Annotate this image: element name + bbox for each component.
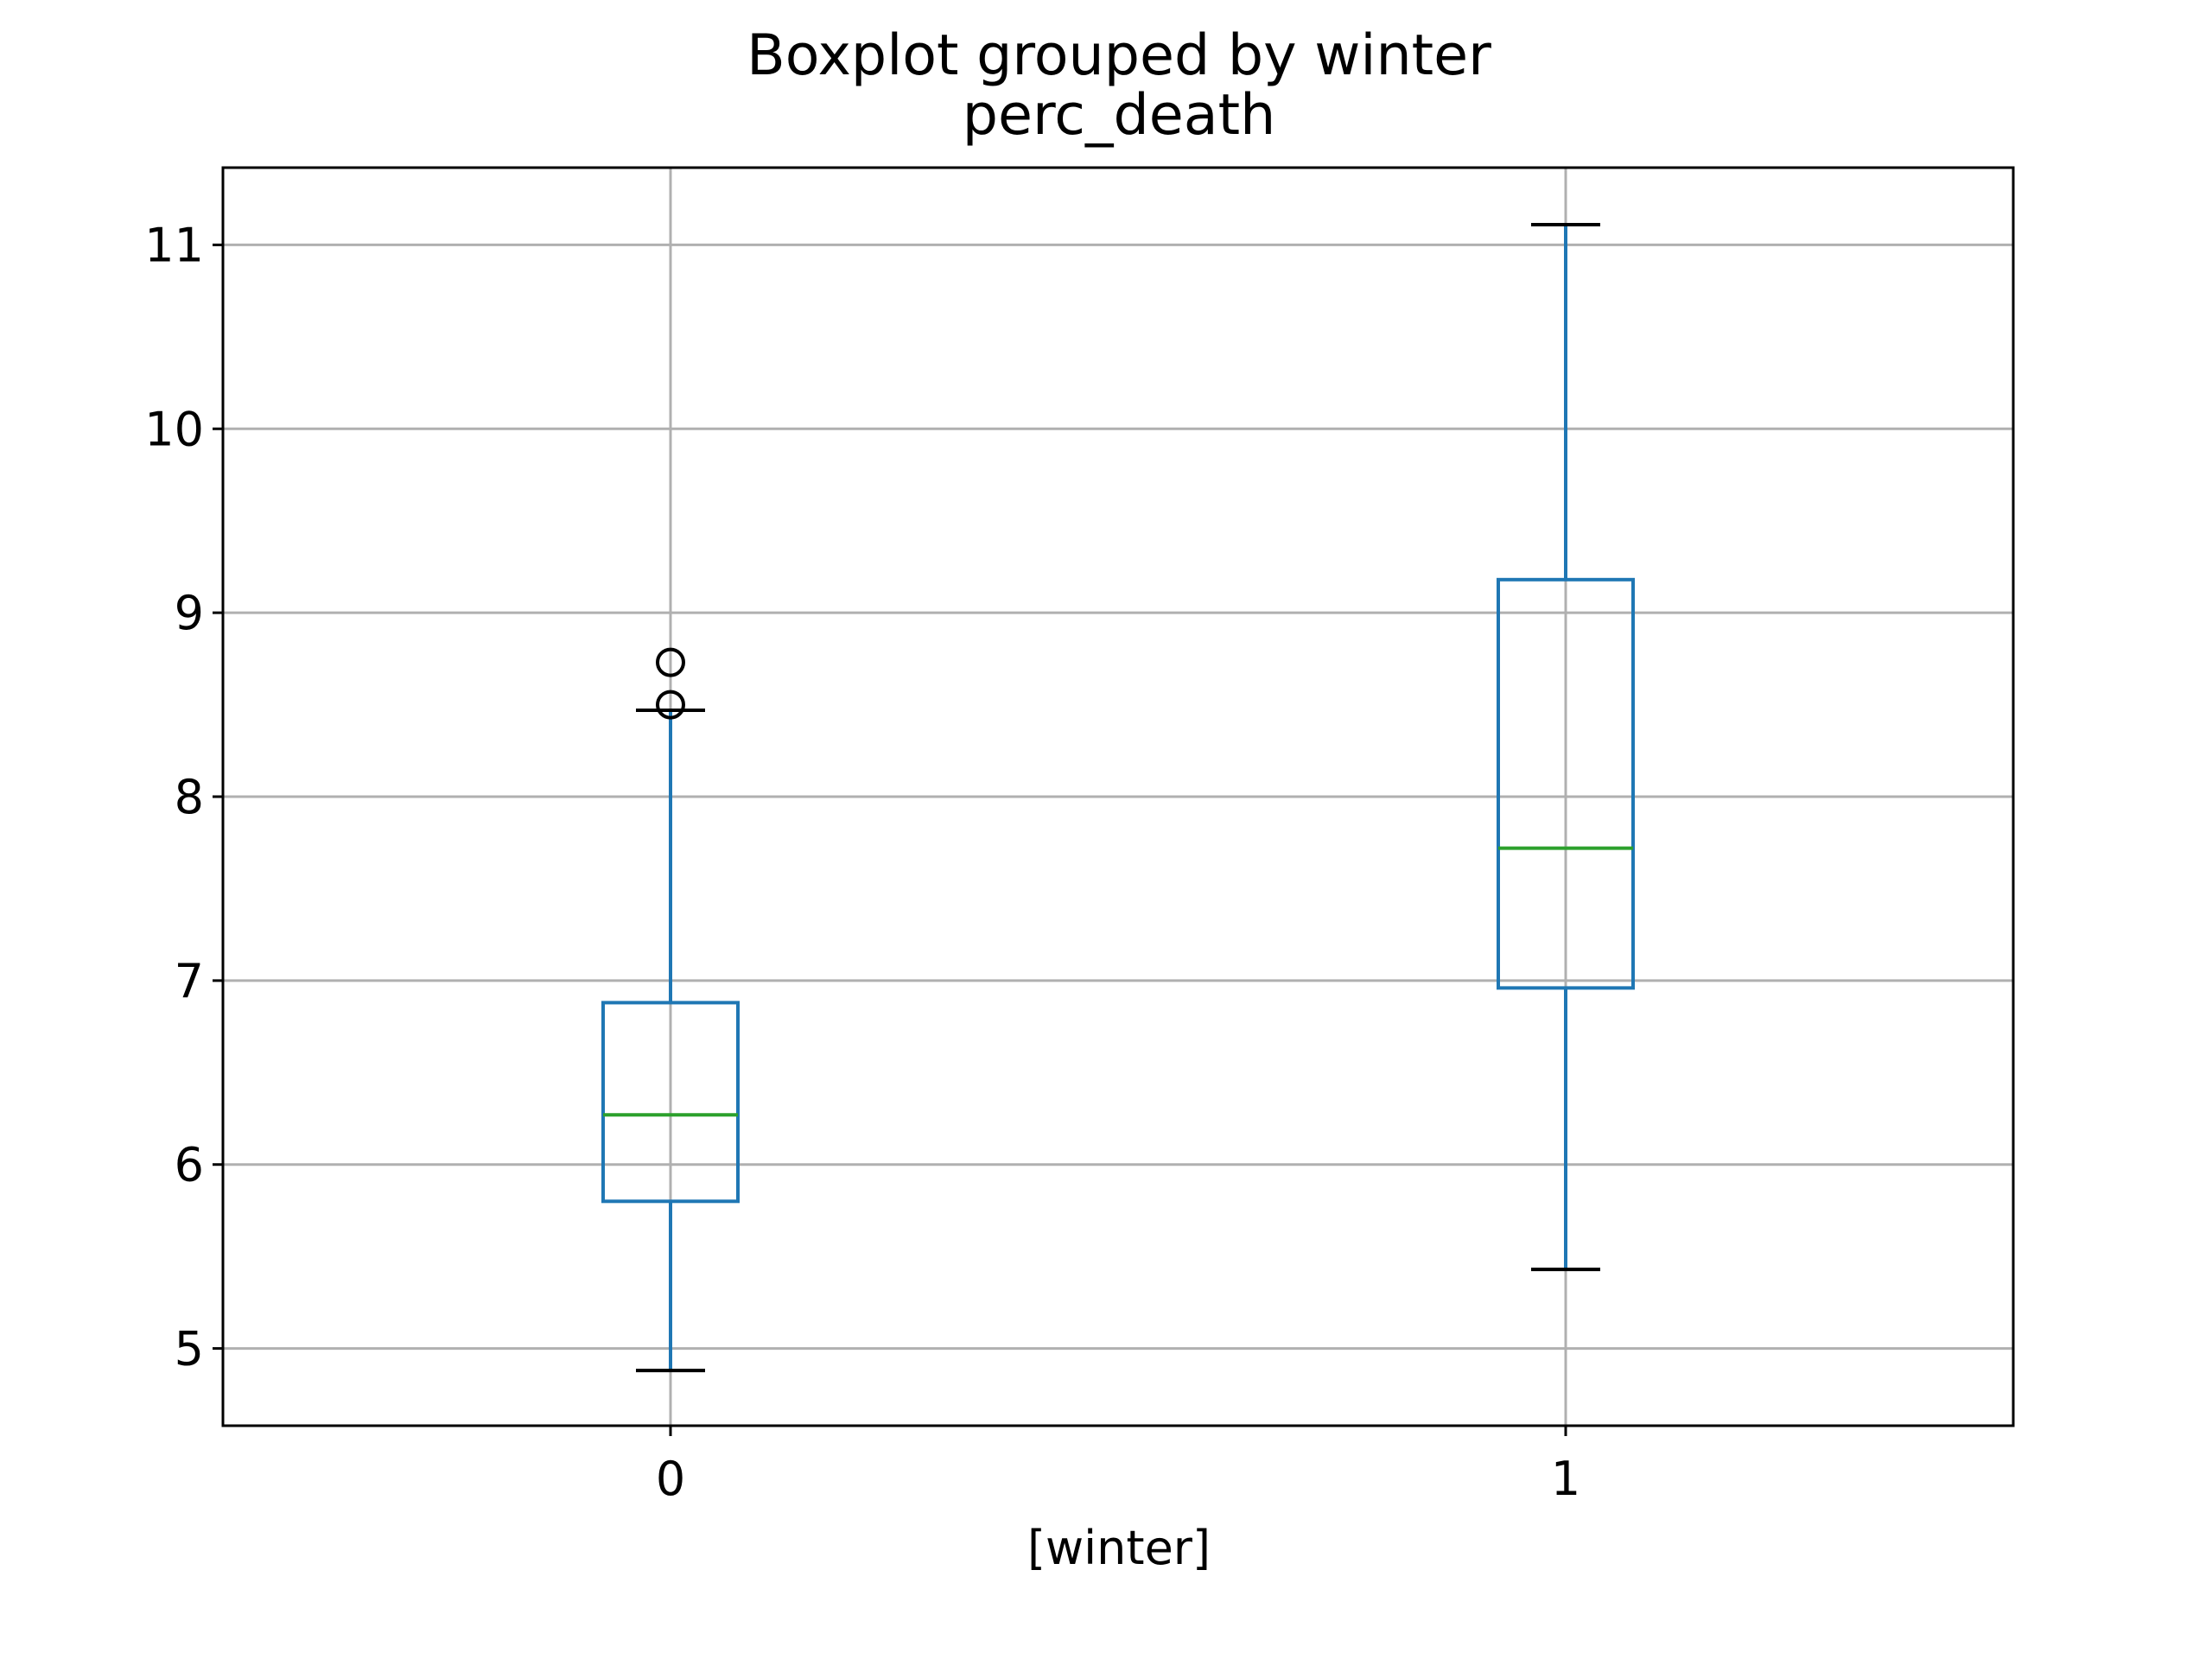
iqr-box [1497,577,1635,990]
iqr-box [601,1001,740,1204]
y-tick-label: 7 [175,954,204,1008]
boxes-layer [601,222,1635,1373]
chart-subtitle: perc_death [963,83,1276,148]
y-tick-label: 9 [175,586,204,640]
y-tick-label: 6 [175,1138,204,1192]
axis-ticks: 5 6 7 8 9 10 11 0 1 [144,218,1580,1506]
chart-title: Boxplot grouped by winter [747,23,1491,88]
x-axis-label: [winter] [1027,1521,1211,1575]
y-tick-label: 11 [144,218,204,272]
outlier-point [656,690,685,720]
grid-lines [223,168,2013,1426]
x-tick-label: 0 [656,1452,685,1506]
box-group-1 [1497,222,1635,1272]
x-tick-label: 1 [1551,1452,1580,1506]
y-tick-label: 8 [175,770,204,824]
box-group-0 [601,647,740,1373]
y-tick-label: 10 [144,402,204,456]
y-tick-label: 5 [175,1322,204,1376]
outlier-point [656,647,685,677]
